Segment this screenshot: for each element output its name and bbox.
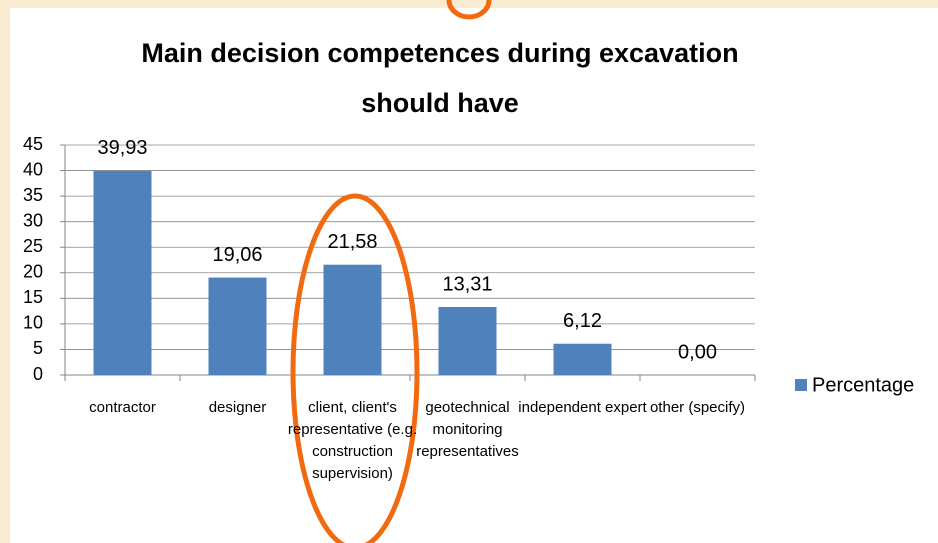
- y-tick-label: 30: [23, 210, 43, 230]
- data-label: 6,12: [563, 310, 602, 332]
- data-label: 21,58: [327, 231, 377, 253]
- y-tick-label: 20: [23, 262, 43, 282]
- bar: [553, 343, 612, 375]
- x-tick-label: other (specify): [649, 399, 746, 416]
- y-tick-label: 15: [23, 287, 43, 307]
- y-tick-label: 0: [33, 364, 43, 384]
- bar: [208, 277, 267, 375]
- data-label: 13,31: [442, 273, 492, 295]
- highlight-circle: [446, 0, 492, 20]
- y-tick-label: 5: [33, 338, 43, 358]
- y-tick-label: 40: [23, 159, 43, 179]
- bar: [438, 306, 497, 375]
- chart-title: Main decision competences during excavat…: [141, 38, 739, 118]
- x-tick-label: independent expert: [518, 399, 647, 416]
- chart-panel: [10, 8, 938, 543]
- data-label: 19,06: [212, 244, 262, 266]
- data-label: 39,93: [97, 137, 147, 159]
- x-tick-label: designer: [208, 399, 267, 416]
- x-tick-label: geotechnical monitoring representatives: [416, 399, 519, 460]
- bar: [93, 170, 152, 375]
- x-tick-label: contractor: [89, 399, 156, 416]
- legend-swatch: [795, 379, 807, 391]
- highlight-ellipse: [290, 193, 420, 543]
- y-tick-label: 45: [23, 134, 43, 154]
- y-tick-label: 10: [23, 313, 43, 333]
- bar: [323, 264, 382, 375]
- legend-label: Percentage: [812, 374, 914, 396]
- y-tick-label: 25: [23, 236, 43, 256]
- y-tick-label: 35: [23, 185, 43, 205]
- data-label: 0,00: [678, 341, 717, 363]
- x-tick-label: client, client's representative (e.g. co…: [287, 399, 418, 482]
